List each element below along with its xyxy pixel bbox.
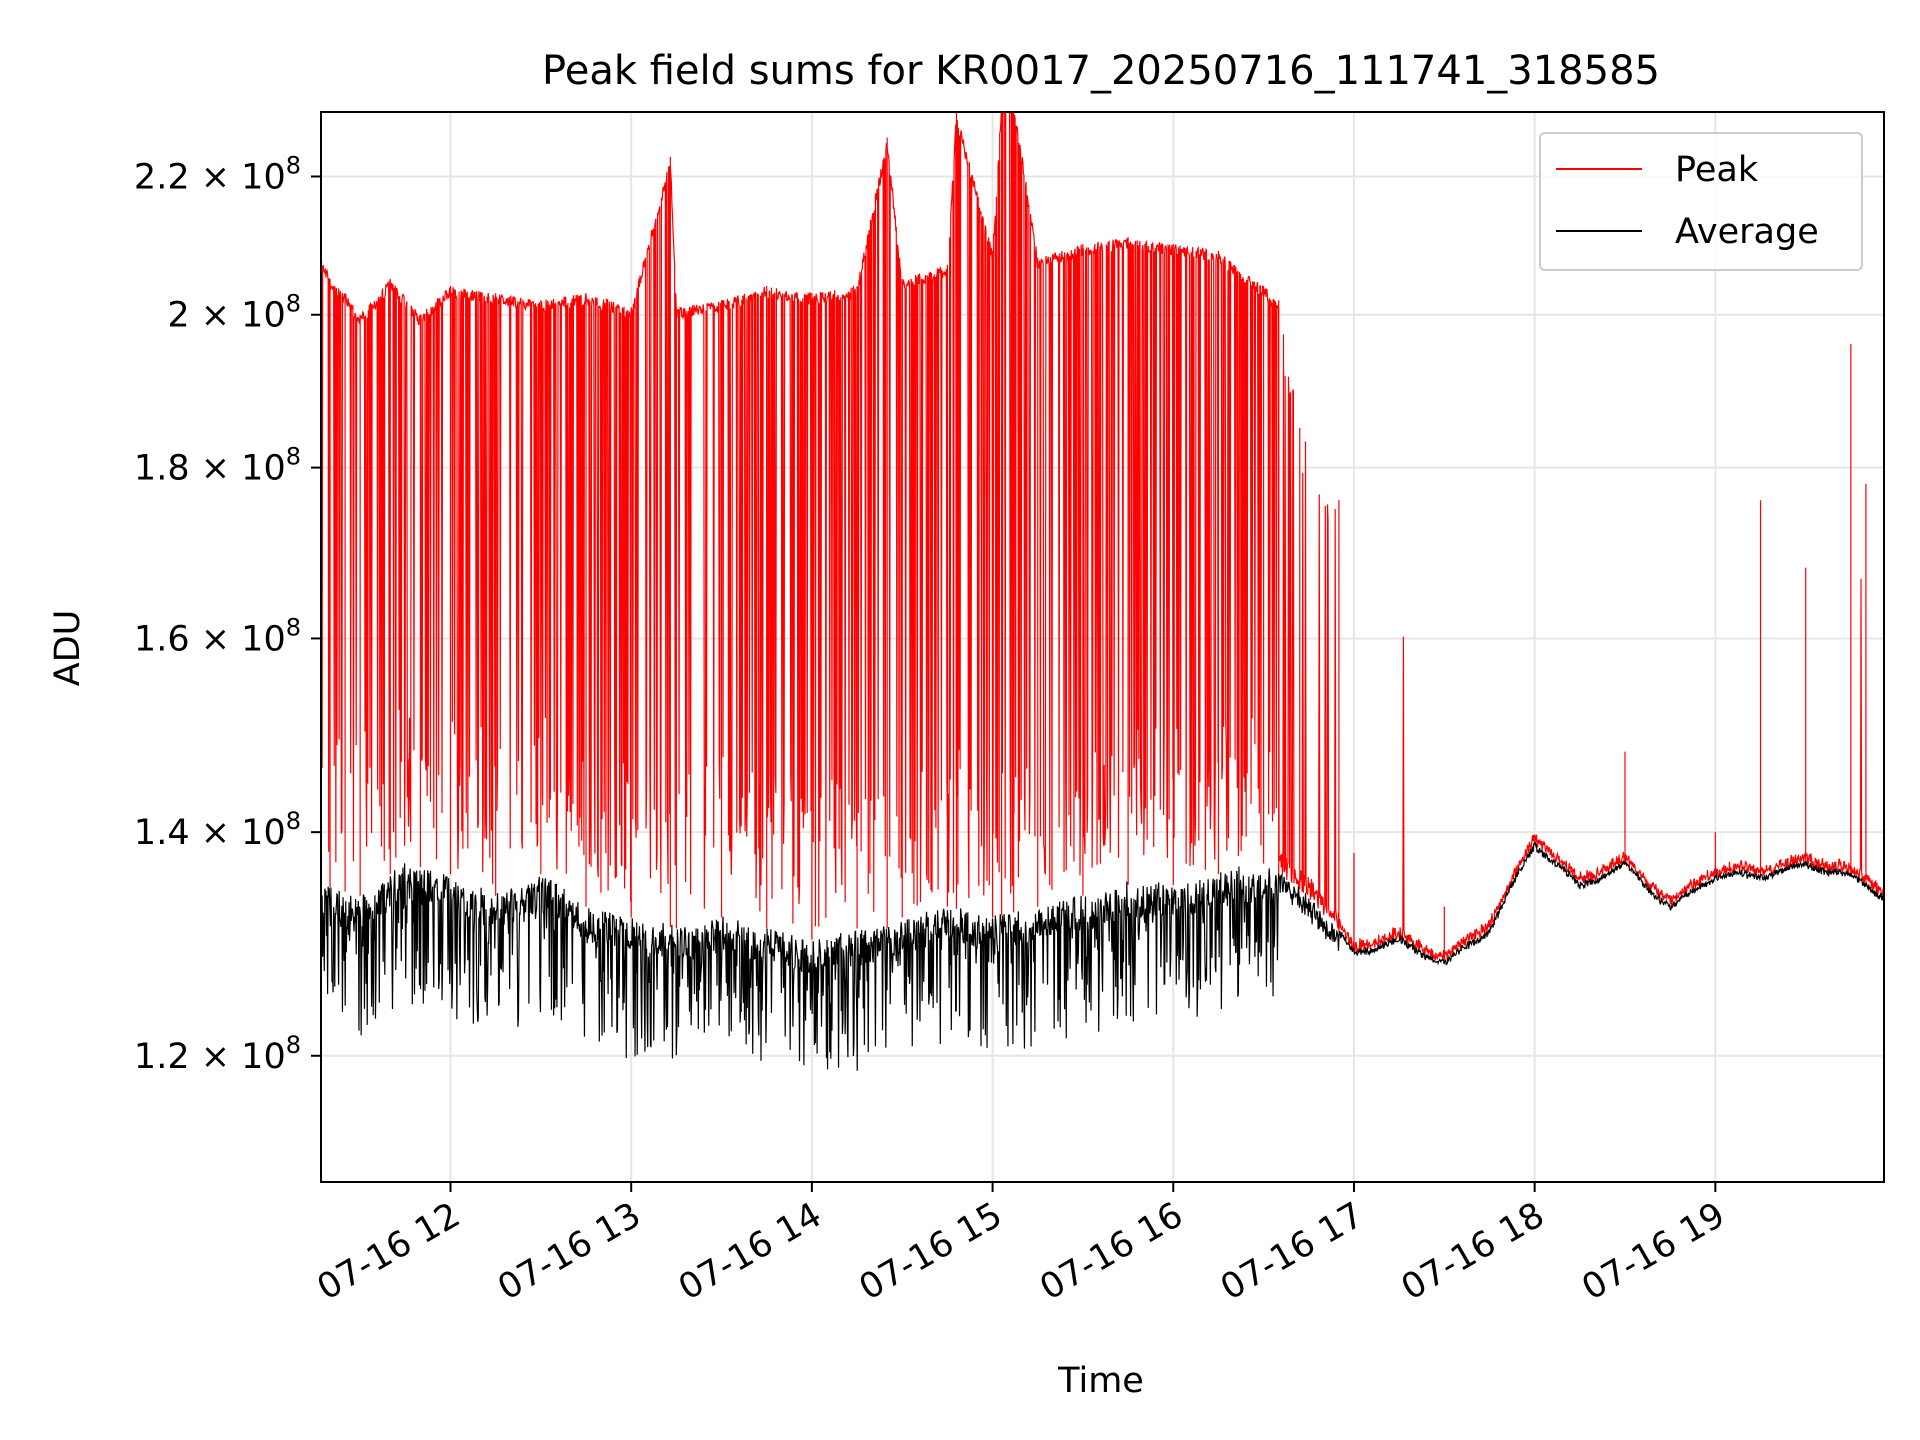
- plot-area: [321, 112, 1884, 1071]
- plot-frame: [320, 111, 1885, 1183]
- y-tick-base: 10: [241, 449, 286, 489]
- y-axis-label: ADU: [48, 610, 88, 687]
- y-axis: 1.2 × 108 1.4 × 108 1.6 × 108 1.8 × 108 2 × …: [134, 151, 321, 1077]
- y-tick-label: 1.4 × 108: [134, 807, 301, 853]
- y-tick-label: 1.2 × 108: [134, 1031, 301, 1077]
- y-tick-mantissa: 1.6: [134, 619, 190, 659]
- x-axis-label: Time: [1057, 1361, 1144, 1401]
- y-tick-mantissa: 1.2: [134, 1037, 190, 1077]
- y-tick-label: 1.6 × 108: [134, 613, 301, 659]
- y-tick-exponent: 8: [286, 151, 301, 179]
- y-tick-base: 10: [241, 157, 286, 197]
- y-tick-mantissa: 1.4: [134, 813, 190, 853]
- y-tick-exponent: 8: [286, 807, 301, 835]
- y-tick-label: 2 × 108: [167, 290, 301, 336]
- y-tick-exponent: 8: [286, 443, 301, 471]
- y-tick-mantissa: 2: [167, 296, 189, 336]
- y-tick-exponent: 8: [286, 613, 301, 641]
- y-tick-mantissa: 1.8: [134, 449, 190, 489]
- y-tick-label: 1.8 × 108: [134, 443, 301, 489]
- y-tick-mantissa: 2.2: [134, 157, 190, 197]
- legend-box: [1539, 132, 1863, 271]
- y-tick-base: 10: [241, 1037, 286, 1077]
- legend: Peak Average: [1539, 132, 1863, 271]
- series-peak-line: [321, 112, 1884, 962]
- y-tick-exponent: 8: [286, 290, 301, 318]
- legend-label-average: Average: [1675, 212, 1819, 252]
- chart-title: Peak field sums for KR0017_20250716_1117…: [542, 48, 1660, 94]
- y-tick-label: 2.2 × 108: [134, 151, 301, 197]
- y-tick-base: 10: [241, 813, 286, 853]
- y-tick-base: 10: [241, 296, 286, 336]
- legend-label-peak: Peak: [1675, 150, 1759, 190]
- series-average-line: [321, 840, 1884, 1071]
- y-tick-exponent: 8: [286, 1031, 301, 1059]
- y-tick-base: 10: [241, 619, 286, 659]
